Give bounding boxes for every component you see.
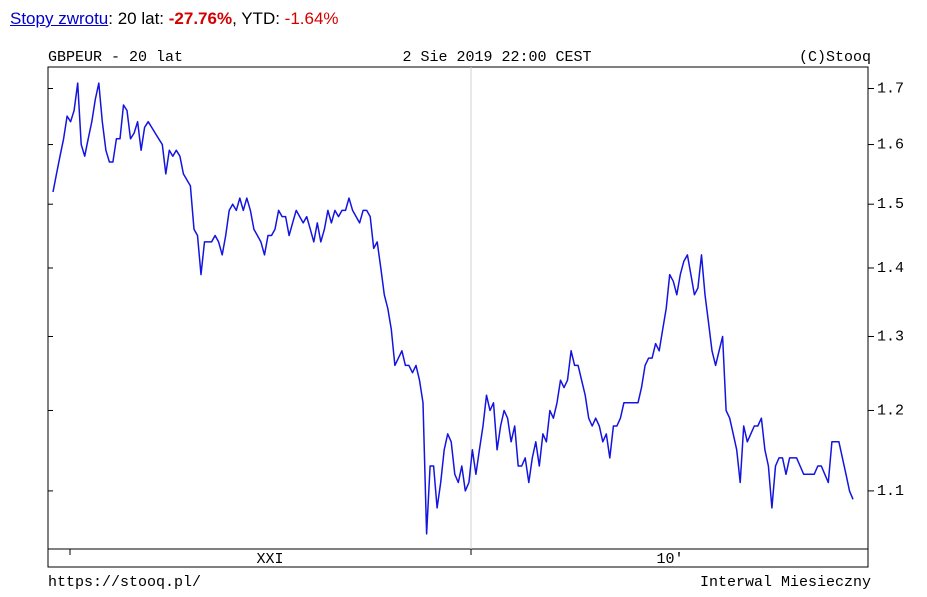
price-line (52, 82, 854, 535)
y-tick-label: 1.6 (877, 137, 904, 154)
plot-frame (47, 66, 869, 568)
returns-header: Stopy zwrotu: 20 lat: -27.76%, YTD: -1.6… (10, 9, 339, 29)
return-ytd: -1.64% (284, 9, 339, 28)
x-axis-label: 10' (656, 551, 683, 568)
y-tick-label: 1.4 (877, 260, 904, 277)
y-tick-label: 1.2 (877, 402, 904, 419)
returns-link[interactable]: Stopy zwrotu (10, 9, 109, 28)
y-tick-label: 1.7 (877, 80, 904, 97)
chart-subtitle: 2 Sie 2019 22:00 CEST (402, 49, 591, 66)
y-tick-label: 1.1 (877, 483, 904, 500)
chart-title: GBPEUR - 20 lat (48, 49, 183, 66)
ytd-label: , YTD: (232, 9, 285, 28)
source: https://stooq.pl/ (48, 574, 201, 591)
x-axis-label: XXI (256, 551, 283, 568)
period-label: : 20 lat: (108, 9, 169, 28)
y-tick-label: 1.3 (877, 328, 904, 345)
y-tick-label: 1.5 (877, 196, 904, 213)
credit: (C)Stooq (799, 49, 871, 66)
interval: Interwal Miesieczny (700, 574, 871, 591)
return-20y: -27.76% (168, 9, 233, 28)
